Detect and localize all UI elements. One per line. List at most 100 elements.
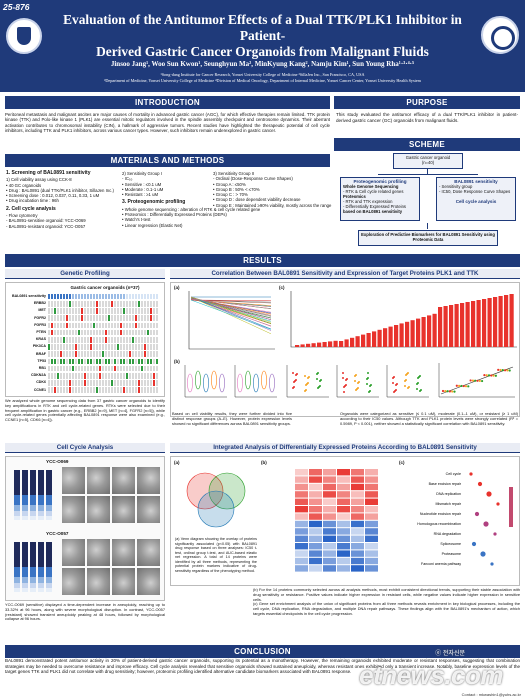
oncoprint-cell [156,387,159,393]
oncoprint-cell [90,322,93,329]
heatmap-cell [295,506,308,513]
oncoprint-cell [129,387,132,393]
panel-label-c: (c) [279,285,285,290]
oncoprint-cell [51,308,54,314]
oncoprint-cell [141,373,144,379]
oncoprint-cell [114,301,117,307]
ic50-bar [509,294,514,347]
oncoprint-cell [138,315,141,321]
methods-item: • 40 GC organoids [6,182,42,188]
ic50-bar [377,329,382,347]
oncoprint-cell [54,322,57,329]
heatmap-cell [309,498,322,505]
oncoprint-cell [144,301,147,307]
oncoprint-cell [126,315,129,321]
oncoprint-cell [108,322,111,329]
oncoprint-cell [54,308,57,314]
oncoprint-cell [66,329,69,336]
cell-cycle-bar-segment [14,542,20,567]
ic50-bar [355,336,360,347]
oncoprint-cell [120,308,123,314]
oncoprint-cell [156,365,159,372]
violin-shape [245,370,251,390]
heatmap-cell [351,565,364,572]
oncoprint-cell [90,344,93,350]
cell-cycle-bar-segment [38,567,44,577]
oncoprint-cell [51,337,54,343]
oncoprint-cell [87,387,90,393]
oncoprint-cell [69,322,72,329]
cell-cycle-bar-segment [22,588,28,592]
oncoprint-cell [111,358,114,365]
heatmap-cell [323,565,336,572]
oncoprint-cell [102,358,105,365]
oncoprint-cell [84,322,87,329]
scheme-proteogenomic-items: Whole Genome Sequencing - RTK & Cell cycl… [343,184,417,214]
oncoprint-cell [135,293,138,300]
oncoprint-cell [135,322,138,329]
oncoprint-cell [156,351,159,357]
oncoprint-cell [156,293,159,300]
oncoprint-cell [141,387,144,393]
heatmap-cell [295,550,308,557]
heatmap-cell [323,528,336,535]
heatmap-cell [323,491,336,498]
ic50-bar [498,296,503,347]
section-scheme: SCHEME [334,138,520,151]
methods-item: • Proteomics : Differentially Expressed … [122,212,227,218]
oncoprint-cell [132,387,135,393]
oncoprint-cell [117,315,120,321]
oncoprint-cell [126,301,129,307]
oncoprint-cell [105,380,108,386]
oncoprint-cell [69,293,72,300]
dotplot-point [405,374,407,376]
oncoprint-cell [129,344,132,350]
oncoprint-cell [144,337,147,343]
oncoprint-cell [78,301,81,307]
organoid-micrograph [87,467,110,494]
oncoprint-cell [48,322,51,329]
heatmap-cell [365,528,378,535]
dotplot-point [345,379,347,381]
oncoprint-cell [129,293,132,300]
oncoprint-panel: Gastric cancer organoids (n=37) BAL0891 … [5,282,165,397]
oncoprint-cell [75,322,78,329]
gsea-dot [490,562,494,566]
oncoprint-cell [48,380,51,386]
oncoprint-cell [120,373,123,379]
ic50-bar [443,306,448,347]
dotplot-point [319,380,321,382]
oncoprint-cell [57,380,60,386]
oncoprint-cell [153,373,156,379]
oncoprint-cell [102,365,105,372]
oncoprint-cell [144,373,147,379]
poster-header: 25-876 Evaluation of the Antitumor Effec… [0,0,525,92]
oncoprint-cell [141,301,144,307]
oncoprint-cell [60,301,63,307]
oncoprint-cell [150,329,153,336]
ic50-bar [339,341,344,347]
oncoprint-cell [99,293,102,300]
violin-shape [253,373,259,393]
heatmap-cell [365,543,378,550]
correlation-panel: (a) (c) (b) [170,282,520,417]
oncoprint-cell [96,387,99,393]
oncoprint-cell [135,387,138,393]
oncoprint-cell [156,329,159,336]
authors: Jinsoo Jang¹, Woo Sun Kwon¹, Seunghyun M… [110,60,415,68]
oncoprint-cell [72,293,75,300]
methods-heading: 3. Proteogenomic profiling [122,199,186,206]
oncoprint-cell [102,380,105,386]
scheme-sensitivity-items: - Sensitivity group - IC50, Dose Response… [439,184,513,194]
oncoprint-cell [147,293,150,300]
heatmap-cell [309,543,322,550]
oncoprint-cell [72,380,75,386]
oncoprint-cell [93,329,96,336]
oncoprint-cell [105,293,108,300]
ic50-bar [311,343,316,347]
oncoprint-cell [54,301,57,307]
oncoprint-cell [90,380,93,386]
heatmap-cell [365,506,378,513]
oncoprint-cell [96,358,99,365]
dotplot-axes [286,365,329,398]
